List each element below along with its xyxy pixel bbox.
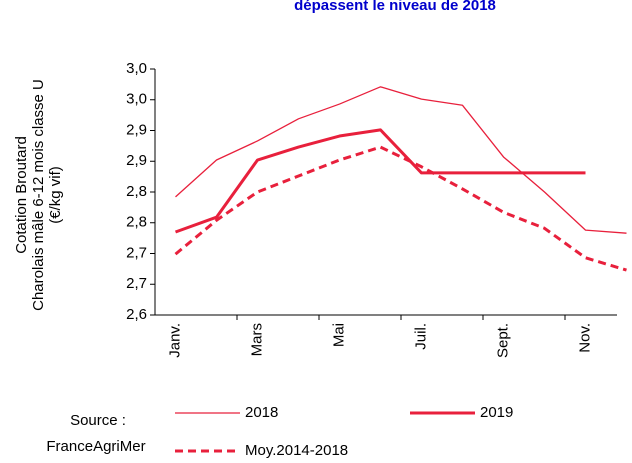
y-tick-label: 2,7 — [126, 275, 147, 292]
x-tick-label: Juil. — [412, 323, 429, 350]
legend-label: 2019 — [480, 404, 513, 421]
x-tick-label: Sept. — [494, 323, 511, 358]
series-line — [174, 145, 627, 272]
source: Source : — [70, 412, 126, 429]
x-tick-label: Mai — [330, 323, 347, 347]
legend-label: Moy.2014-2018 — [245, 442, 348, 459]
x-tick-label: Nov. — [576, 323, 593, 353]
y-tick-label: 3,0 — [126, 60, 147, 77]
y-tick-label: 2,9 — [126, 121, 147, 138]
y-axis-label: (€/kg vif) — [47, 166, 64, 224]
series-line — [174, 128, 586, 234]
y-axis-label: Cotation Broutard — [13, 136, 30, 254]
y-tick-label: 2,8 — [126, 214, 147, 231]
y-tick-label: 2,7 — [126, 244, 147, 261]
y-tick-label: 2,9 — [126, 152, 147, 169]
legend-label: 2018 — [245, 404, 278, 421]
y-tick-label: 3,0 — [126, 91, 147, 108]
y-tick-label: 2,6 — [126, 306, 147, 323]
source: FranceAgriMer — [46, 438, 145, 455]
chart-title: dépassent le niveau de 2018 — [294, 0, 496, 14]
x-tick-label: Janv. — [166, 323, 183, 358]
y-tick-label: 2,8 — [126, 183, 147, 200]
y-axis-label: Charolais mâle 6-12 mois classe U — [30, 79, 47, 311]
x-tick-label: Mars — [248, 323, 265, 356]
series-line — [175, 86, 627, 234]
